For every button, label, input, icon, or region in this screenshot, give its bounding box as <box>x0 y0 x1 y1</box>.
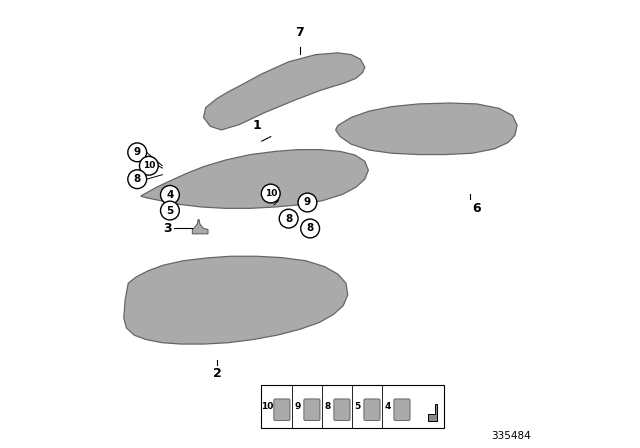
Text: 6: 6 <box>472 202 481 215</box>
Text: 5: 5 <box>166 206 173 215</box>
Text: 4: 4 <box>166 190 173 200</box>
Circle shape <box>161 201 179 220</box>
Circle shape <box>128 170 147 189</box>
Text: 8: 8 <box>307 224 314 233</box>
Text: 8: 8 <box>285 214 292 224</box>
Polygon shape <box>336 103 517 155</box>
FancyBboxPatch shape <box>304 399 320 420</box>
Text: 2: 2 <box>212 367 221 380</box>
Polygon shape <box>124 256 348 344</box>
Text: 10: 10 <box>261 402 274 411</box>
Text: 335484: 335484 <box>491 431 531 441</box>
Polygon shape <box>192 220 208 234</box>
Circle shape <box>298 193 317 212</box>
Text: 9: 9 <box>304 198 311 207</box>
Polygon shape <box>141 150 369 208</box>
FancyBboxPatch shape <box>261 385 444 428</box>
Text: 3: 3 <box>164 222 172 235</box>
FancyBboxPatch shape <box>364 399 380 420</box>
Text: 1: 1 <box>253 119 262 132</box>
FancyBboxPatch shape <box>334 399 350 420</box>
Text: 9: 9 <box>294 402 301 411</box>
FancyBboxPatch shape <box>274 399 290 420</box>
Text: 9: 9 <box>134 147 141 157</box>
Text: 8: 8 <box>324 402 331 411</box>
Text: 10: 10 <box>143 161 155 170</box>
Polygon shape <box>428 404 437 421</box>
Text: 7: 7 <box>296 26 304 39</box>
Circle shape <box>140 156 158 175</box>
Text: 8: 8 <box>134 174 141 184</box>
Circle shape <box>261 184 280 203</box>
FancyBboxPatch shape <box>394 399 410 420</box>
Circle shape <box>279 209 298 228</box>
Text: 5: 5 <box>355 402 361 411</box>
Polygon shape <box>204 53 365 130</box>
Text: 10: 10 <box>264 189 277 198</box>
Circle shape <box>301 219 319 238</box>
Circle shape <box>161 185 179 204</box>
Text: 4: 4 <box>385 402 391 411</box>
Circle shape <box>128 143 147 162</box>
